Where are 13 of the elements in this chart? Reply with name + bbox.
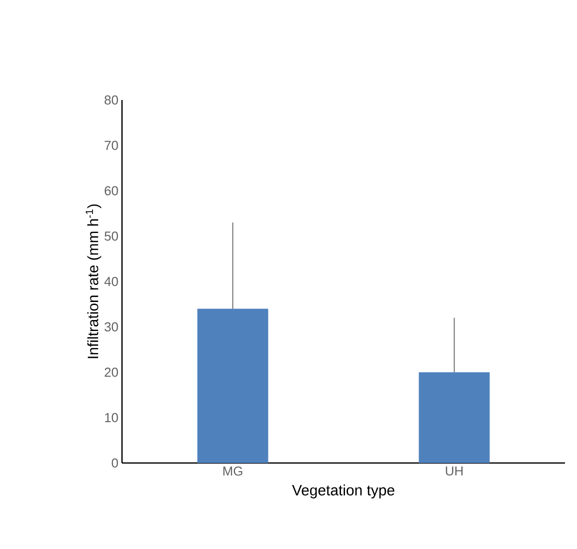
y-tick-label: 30: [104, 322, 118, 332]
y-tick-label: 60: [104, 186, 118, 196]
y-tick-label: 10: [105, 413, 118, 422]
y-tick-label: 70: [104, 140, 118, 150]
y-axis-title: Infiltration rate (mm h$^{-1}$): [86, 204, 102, 358]
y-tick-label: 20: [104, 368, 118, 377]
x-axis-title: Vegetation type: [292, 484, 394, 498]
y-tick-label: 80: [104, 95, 118, 105]
y-tick-label: 0: [112, 458, 118, 468]
x-tick-label: MG: [223, 466, 242, 476]
y-tick-label: 40: [104, 276, 118, 286]
y-tick-label: 50: [104, 232, 118, 241]
x-tick-label: UH: [446, 466, 463, 476]
